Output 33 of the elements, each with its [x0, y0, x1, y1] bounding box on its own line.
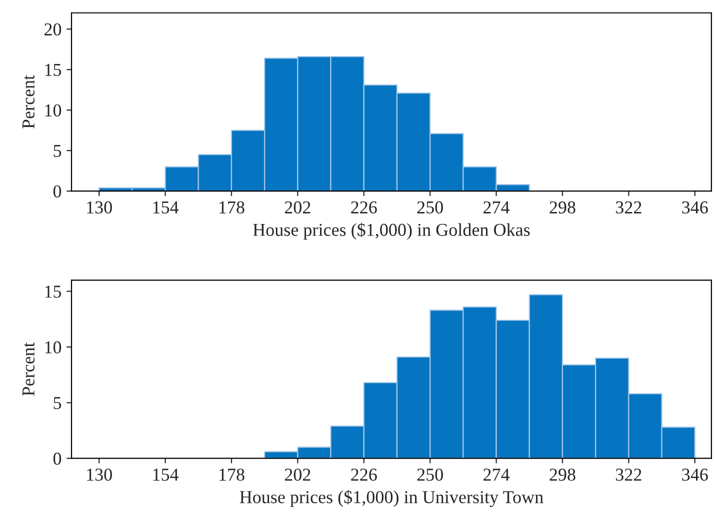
x-tick-label: 322	[616, 201, 642, 214]
x-axis-title: House prices ($1,000) in Golden Okas	[253, 222, 530, 240]
x-tick-label: 202	[284, 468, 310, 481]
y-tick-label: 10	[45, 104, 62, 117]
x-tick-label: 322	[616, 468, 642, 481]
x-tick-label: 274	[484, 468, 510, 481]
y-axis-title: Percent	[22, 342, 34, 396]
x-tick-label: 226	[351, 201, 377, 214]
x-tick-label: 250	[417, 468, 443, 481]
x-tick-label: 154	[153, 468, 179, 481]
x-tick-label: 250	[417, 201, 443, 214]
x-tick-label: 154	[153, 201, 179, 214]
x-tick-label: 202	[284, 201, 310, 214]
y-tick-label: 5	[54, 397, 62, 410]
y-tick-label: 0	[53, 185, 62, 198]
y-axis-title: Percent	[22, 75, 34, 129]
x-tick-label: 130	[87, 201, 112, 214]
x-tick-label: 298	[550, 201, 576, 214]
x-tick-label: 346	[682, 468, 708, 481]
y-tick-label: 15	[45, 64, 62, 76]
y-tick-label: 15	[45, 286, 62, 298]
x-tick-label: 178	[220, 201, 244, 214]
x-tick-label: 346	[682, 201, 708, 214]
x-tick-label: 226	[351, 468, 377, 481]
y-tick-label: 20	[44, 23, 62, 36]
x-tick-label: 274	[484, 201, 510, 214]
x-tick-label: 178	[220, 468, 244, 481]
y-tick-label: 5	[54, 145, 62, 158]
x-axis-title: House prices ($1,000) in University Town	[240, 490, 544, 507]
x-tick-label: 298	[550, 468, 576, 481]
y-tick-label: 0	[53, 452, 62, 465]
y-tick-label: 10	[45, 341, 62, 354]
x-tick-label: 130	[87, 468, 112, 481]
